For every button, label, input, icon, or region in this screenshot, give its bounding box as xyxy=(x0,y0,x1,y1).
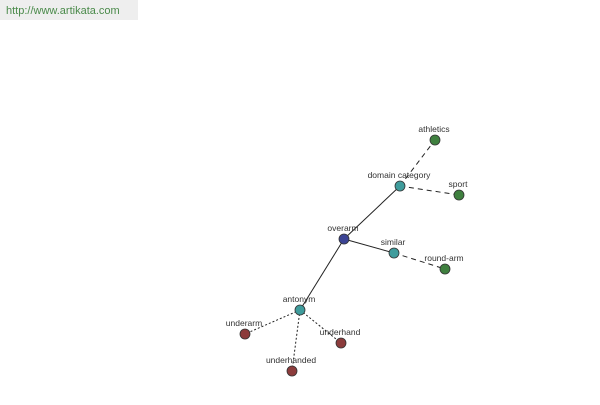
node-label[interactable]: athletics xyxy=(418,124,449,134)
node[interactable] xyxy=(335,337,347,349)
node[interactable] xyxy=(439,263,451,275)
nodes: overarm domain category athletics sport simi… xyxy=(226,124,469,377)
node-label[interactable]: round-arm xyxy=(424,253,463,263)
node-label[interactable]: antonym xyxy=(283,294,316,304)
node[interactable] xyxy=(338,233,350,245)
node-label[interactable]: sport xyxy=(449,179,469,189)
edge xyxy=(399,139,436,187)
node-label[interactable]: domain category xyxy=(368,170,432,180)
node-label[interactable]: underhanded xyxy=(266,355,316,365)
node[interactable] xyxy=(453,189,465,201)
edge xyxy=(299,309,342,344)
node-label[interactable]: underhand xyxy=(320,327,361,337)
node-label[interactable]: overarm xyxy=(327,223,358,233)
edge xyxy=(399,185,460,196)
node-label[interactable]: underarm xyxy=(226,318,262,328)
node[interactable] xyxy=(294,304,306,316)
edge xyxy=(299,238,345,311)
header-box xyxy=(0,0,138,20)
node[interactable] xyxy=(239,328,251,340)
node-label[interactable]: similar xyxy=(381,237,406,247)
header-url[interactable]: http://www.artikata.com xyxy=(6,5,120,17)
edge xyxy=(343,185,401,240)
node[interactable] xyxy=(286,365,298,377)
node[interactable] xyxy=(388,247,400,259)
node[interactable] xyxy=(429,134,441,146)
edges xyxy=(244,139,460,372)
node[interactable] xyxy=(394,180,406,192)
edge xyxy=(343,238,395,254)
